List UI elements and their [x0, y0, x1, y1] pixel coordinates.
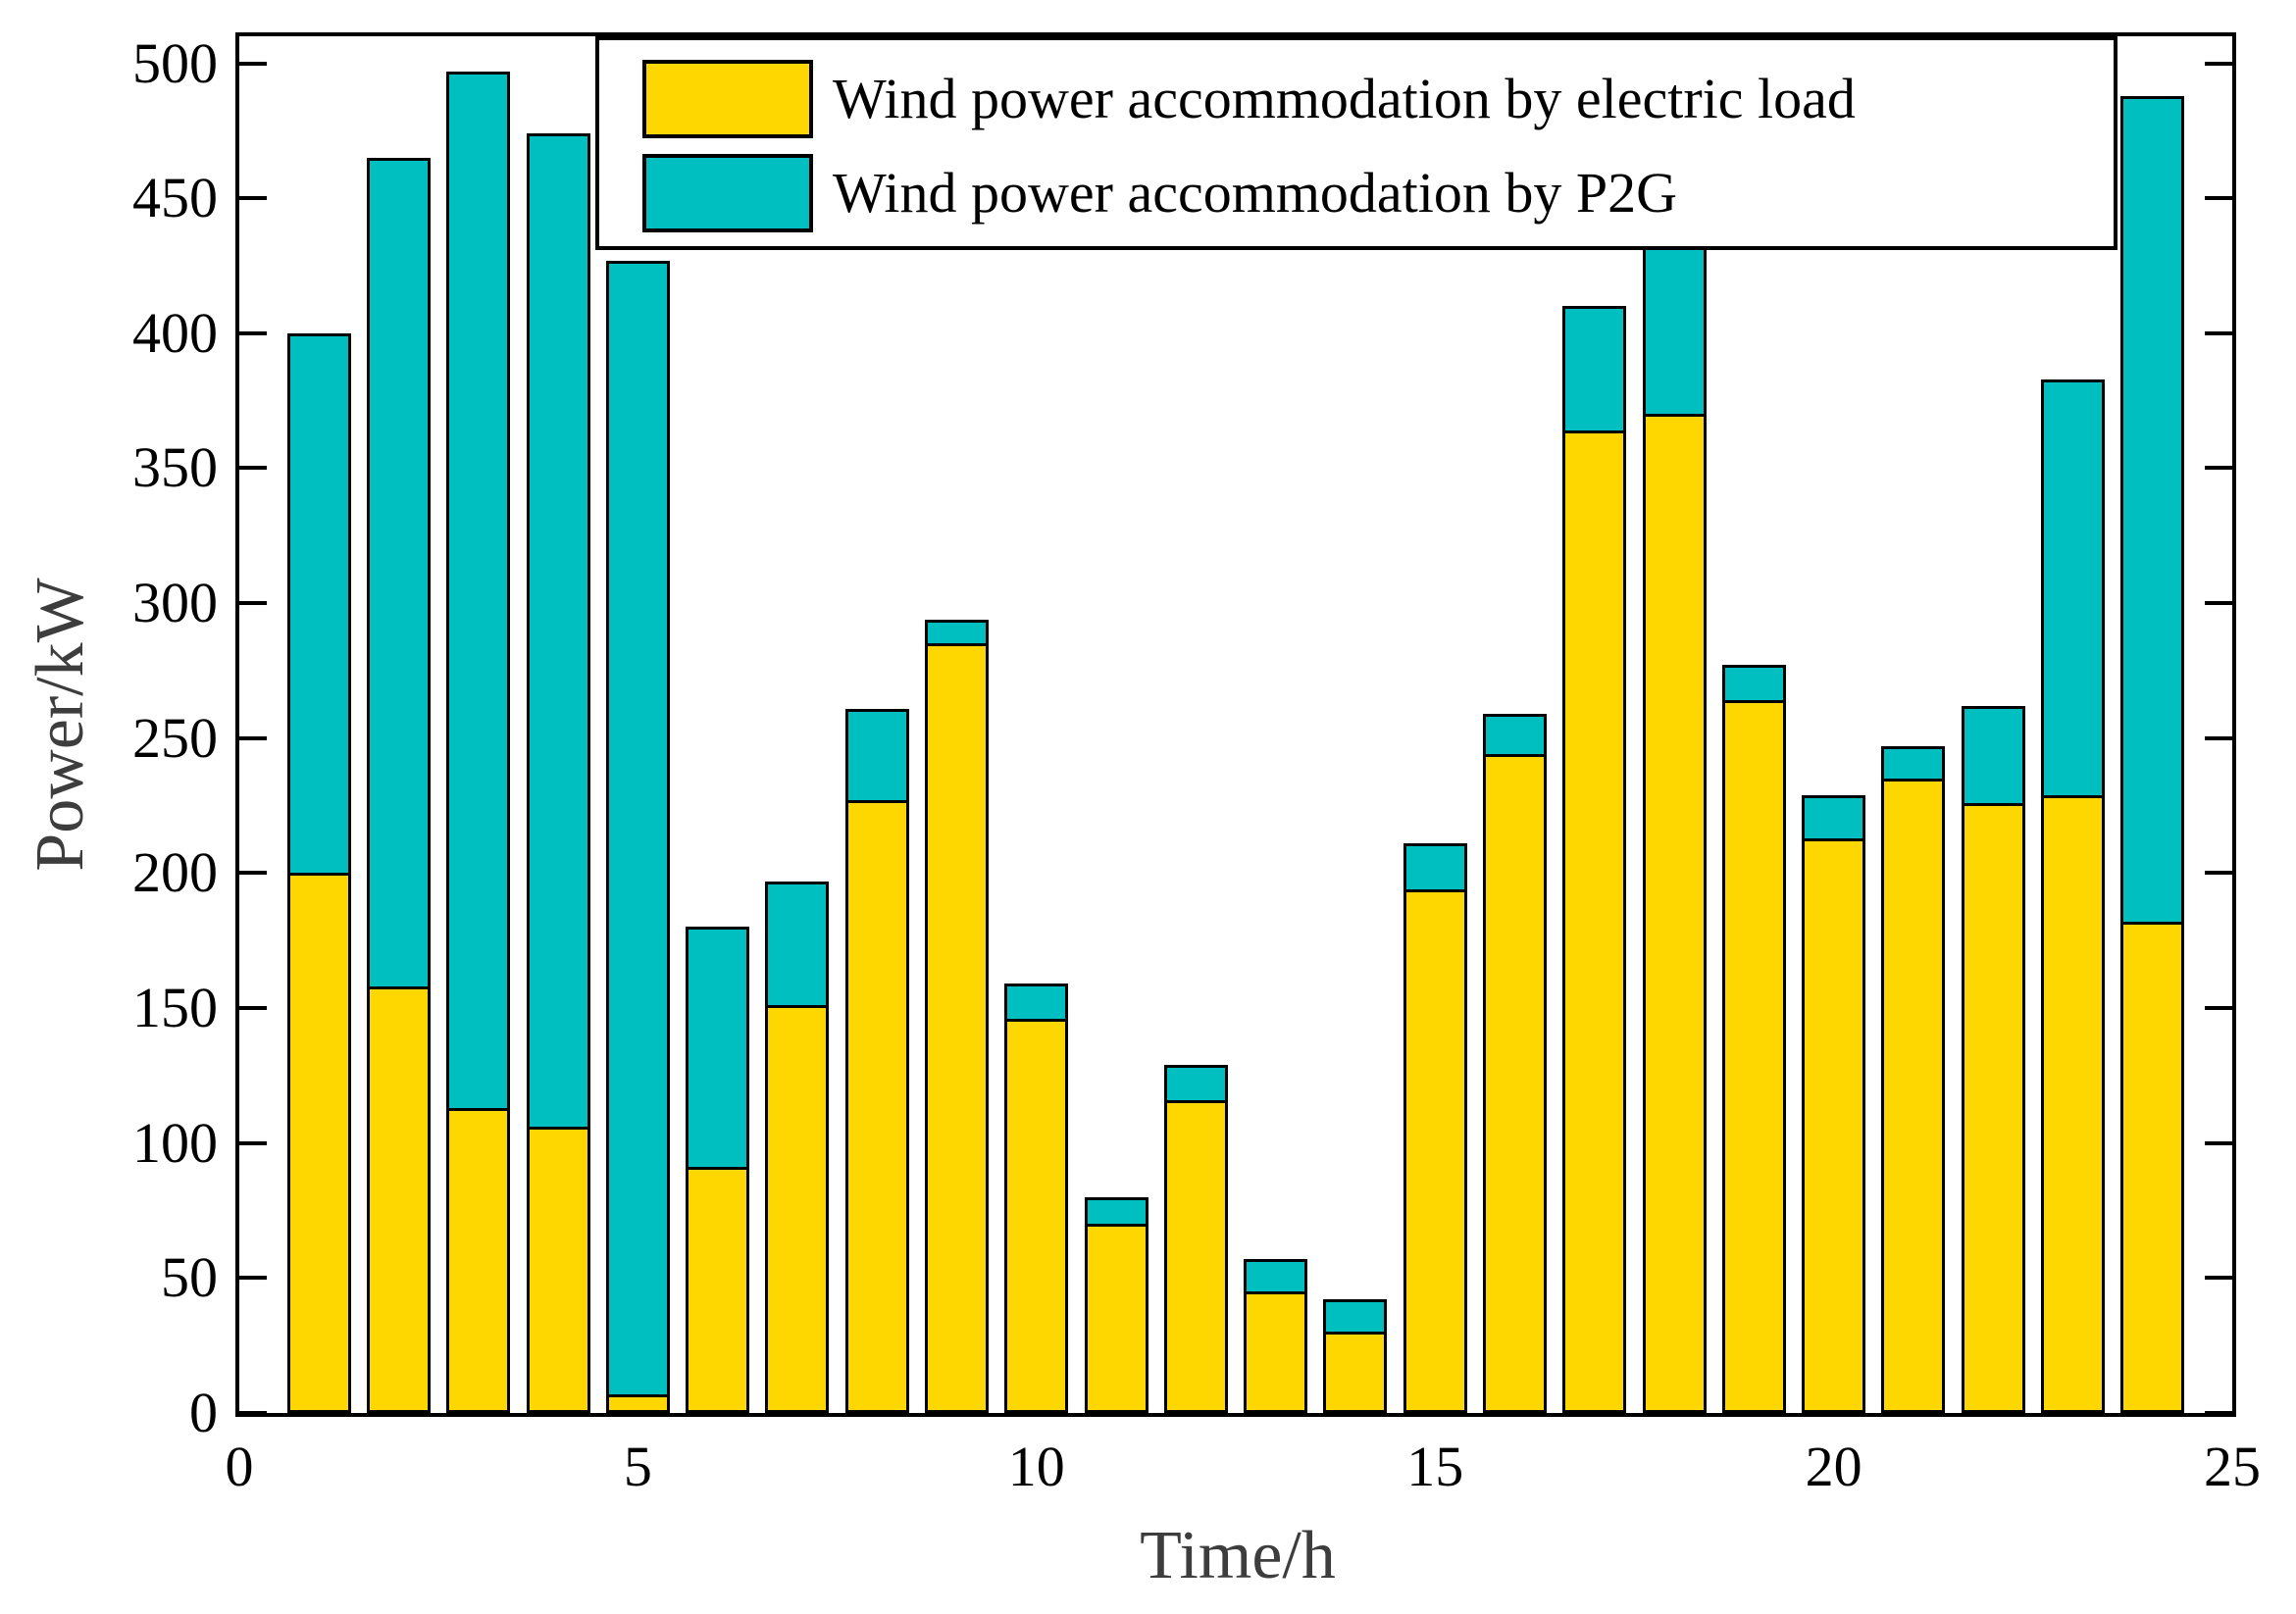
bar-hour-5-p2g-segment [605, 260, 670, 1397]
y-tick-left-100 [239, 1140, 267, 1145]
y-tick-right-250 [2205, 735, 2232, 740]
bar-hour-19-p2g-segment [1721, 665, 1786, 704]
x-tick-label-10: 10 [1007, 1435, 1065, 1498]
bar-hour-23-p2g-segment [2040, 378, 2105, 798]
bar-hour-9-p2g-segment [925, 619, 990, 647]
plot-area: Wind power accommodation by electric loa… [235, 32, 2236, 1417]
bar-hour-22-p2g-segment [1961, 705, 2025, 806]
y-tick-label-50: 50 [161, 1245, 218, 1310]
bar-hour-18-electric-load-segment [1642, 414, 1707, 1413]
y-tick-right-350 [2205, 466, 2232, 471]
legend-label-p2g: Wind power accommodation by P2G [833, 161, 1678, 225]
y-tick-left-500 [239, 61, 267, 66]
y-tick-label-150: 150 [132, 976, 218, 1040]
y-tick-label-400: 400 [132, 300, 218, 365]
bar-hour-9-electric-load-segment [925, 643, 990, 1413]
legend-swatch-p2g [642, 154, 813, 232]
bar-hour-17-p2g-segment [1562, 306, 1627, 433]
x-axis-label: Time/h [1140, 1518, 1336, 1593]
bar-hour-7-p2g-segment [765, 881, 830, 1009]
y-tick-right-50 [2205, 1276, 2232, 1281]
bar-hour-21-p2g-segment [1881, 746, 1946, 782]
legend: Wind power accommodation by electric loa… [595, 36, 2117, 250]
bar-hour-1-electric-load-segment [286, 873, 351, 1413]
x-tick-label-0: 0 [225, 1435, 254, 1498]
y-tick-label-0: 0 [189, 1381, 218, 1444]
y-tick-right-0 [2205, 1411, 2232, 1415]
bar-hour-16-p2g-segment [1482, 714, 1547, 758]
bar-hour-4-p2g-segment [526, 133, 590, 1131]
bar-hour-8-p2g-segment [844, 708, 909, 804]
bar-hour-2-p2g-segment [367, 157, 432, 990]
bar-hour-20-p2g-segment [1802, 794, 1866, 841]
bar-hour-2-electric-load-segment [367, 986, 432, 1413]
x-tick-label-15: 15 [1406, 1435, 1464, 1498]
y-tick-label-500: 500 [132, 30, 218, 95]
bar-hour-11-electric-load-segment [1084, 1224, 1148, 1413]
legend-item-p2g: Wind power accommodation by P2G [642, 154, 1677, 232]
bar-hour-3-p2g-segment [446, 71, 511, 1111]
y-tick-right-300 [2205, 601, 2232, 606]
bar-hour-12-p2g-segment [1163, 1064, 1228, 1103]
y-tick-left-50 [239, 1276, 267, 1281]
x-tick-label-5: 5 [623, 1435, 652, 1498]
bar-hour-15-p2g-segment [1403, 843, 1467, 892]
bar-hour-10-electric-load-segment [1004, 1019, 1069, 1413]
y-tick-right-200 [2205, 871, 2232, 876]
y-tick-right-500 [2205, 61, 2232, 66]
bar-hour-7-electric-load-segment [765, 1005, 830, 1413]
y-tick-label-100: 100 [132, 1110, 218, 1175]
bar-hour-4-electric-load-segment [526, 1127, 590, 1413]
bar-hour-10-p2g-segment [1004, 984, 1069, 1023]
ticks-layer [239, 36, 2232, 1415]
bar-hour-13-p2g-segment [1244, 1259, 1308, 1295]
bar-hour-21-electric-load-segment [1881, 779, 1946, 1413]
y-tick-label-250: 250 [132, 705, 218, 770]
legend-swatch-electric-load [642, 60, 813, 138]
y-tick-left-200 [239, 871, 267, 876]
y-tick-right-100 [2205, 1140, 2232, 1145]
bar-hour-14-p2g-segment [1323, 1299, 1388, 1336]
legend-item-electric-load: Wind power accommodation by electric loa… [642, 60, 1856, 138]
y-tick-left-150 [239, 1006, 267, 1011]
y-tick-left-0 [239, 1411, 267, 1415]
x-tick-label-20: 20 [1805, 1435, 1862, 1498]
y-tick-label-350: 350 [132, 435, 218, 500]
y-tick-label-450: 450 [132, 166, 218, 230]
bar-hour-18-p2g-segment [1642, 246, 1707, 418]
y-tick-right-150 [2205, 1006, 2232, 1011]
bar-hour-1-p2g-segment [286, 332, 351, 877]
bar-hour-16-electric-load-segment [1482, 754, 1547, 1413]
y-tick-left-250 [239, 735, 267, 740]
bar-hour-12-electric-load-segment [1163, 1099, 1228, 1413]
x-tick-label-25: 25 [2204, 1435, 2261, 1498]
y-tick-label-300: 300 [132, 571, 218, 635]
bar-hour-8-electric-load-segment [844, 800, 909, 1413]
bar-hour-17-electric-load-segment [1562, 429, 1627, 1413]
y-tick-right-400 [2205, 330, 2232, 335]
bar-hour-19-electric-load-segment [1721, 700, 1786, 1413]
y-tick-right-450 [2205, 196, 2232, 201]
bar-hour-11-p2g-segment [1084, 1196, 1148, 1228]
y-tick-label-200: 200 [132, 840, 218, 905]
y-tick-left-300 [239, 601, 267, 606]
y-tick-left-350 [239, 466, 267, 471]
bar-hour-13-electric-load-segment [1244, 1291, 1308, 1413]
y-tick-left-400 [239, 330, 267, 335]
bar-hour-6-electric-load-segment [686, 1167, 750, 1413]
bars-layer [239, 36, 2232, 1413]
bar-hour-6-p2g-segment [686, 927, 750, 1171]
legend-label-electric-load: Wind power accommodation by electric loa… [833, 67, 1856, 130]
bar-hour-15-electric-load-segment [1403, 888, 1467, 1413]
bar-hour-20-electric-load-segment [1802, 837, 1866, 1413]
bar-hour-22-electric-load-segment [1961, 802, 2025, 1413]
bar-hour-24-p2g-segment [2120, 95, 2185, 925]
bar-hour-24-electric-load-segment [2120, 921, 2185, 1413]
bar-hour-14-electric-load-segment [1323, 1332, 1388, 1413]
bar-hour-23-electric-load-segment [2040, 794, 2105, 1413]
y-tick-left-450 [239, 196, 267, 201]
bar-hour-3-electric-load-segment [446, 1107, 511, 1413]
